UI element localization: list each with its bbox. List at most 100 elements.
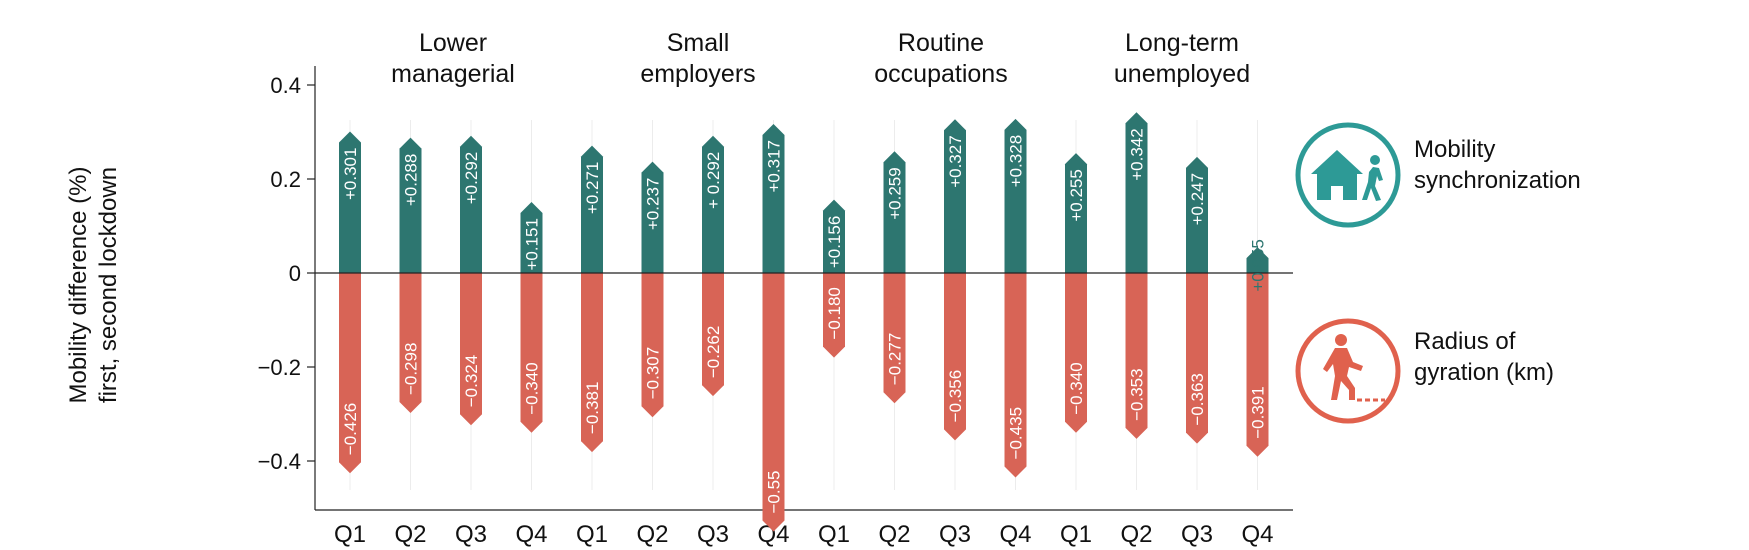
bar-mobility-synchronization [1065,153,1087,273]
data-label-radius-of-gyration: −0.426 [341,403,360,455]
bar-mobility-synchronization [1004,118,1027,273]
bar-mobility-synchronization [944,119,966,273]
bar-mobility-synchronization [520,202,543,273]
bar-radius-of-gyration [883,273,906,404]
bar-mobility-synchronization [702,135,724,273]
y-tick-label: 0 [289,261,301,286]
data-label-radius-of-gyration: −0.262 [704,326,723,378]
x-tick-label: Q3 [939,521,971,548]
data-label-mobility-synchronization: +0.328 [1007,135,1026,187]
data-label-radius-of-gyration: −0.356 [946,370,965,422]
legend-label-mobility-synchronization: Mobility synchronization [1414,134,1581,196]
bar-radius-of-gyration [702,273,724,397]
data-label-mobility-synchronization: +0.271 [583,162,602,214]
x-tick-label: Q1 [1060,521,1092,548]
bar-mobility-synchronization [762,124,785,273]
legend-label-line: Radius of [1414,328,1516,355]
data-label-radius-of-gyration: −0.277 [886,333,905,385]
legend-label-radius-of-gyration: Radius of gyration (km) [1414,326,1554,388]
person-walking-radius-icon [1295,318,1401,424]
bar-radius-of-gyration [944,273,966,441]
data-label-radius-of-gyration: −0.307 [644,347,663,399]
data-label-mobility-synchronization: +0.237 [644,178,663,230]
y-tick-label: −0.2 [258,355,301,380]
x-tick-label: Q3 [1181,521,1213,548]
group-title-long-term-unemployed: Long-term unemployed [1082,28,1282,90]
y-axis-label-line-1: Mobility difference (%) [65,166,92,404]
x-tick-label: Q3 [697,521,729,548]
data-label-radius-of-gyration: −0.298 [402,343,421,395]
data-label-mobility-synchronization: +0.259 [886,167,905,219]
data-label-radius-of-gyration: −0.340 [1067,362,1086,414]
group-title-line: managerial [391,60,515,88]
y-tick-label: 0.4 [270,73,301,98]
x-tick-label: Q3 [455,521,487,548]
data-label-mobility-synchronization: +0.055 [1249,239,1268,291]
data-label-mobility-synchronization: +0.301 [341,148,360,200]
data-label-radius-of-gyration: −0.353 [1128,368,1147,420]
data-label-mobility-synchronization: +0.292 [462,152,481,204]
bar-radius-of-gyration [399,273,422,414]
group-title-line: Long-term [1125,29,1239,57]
y-axis-label-line-2: first, second lockdown [95,166,122,404]
data-label-mobility-synchronization: +0.327 [946,135,965,187]
bar-mobility-synchronization [823,199,845,273]
bar-mobility-synchronization [339,131,361,273]
x-tick-label: Q2 [1120,521,1152,548]
bar-radius-of-gyration [339,273,361,474]
x-tick-label: Q2 [636,521,668,548]
y-tick-label: −0.4 [258,449,301,474]
group-title-line: unemployed [1113,60,1251,88]
x-tick-label: Q2 [878,521,910,548]
x-tick-label: Q4 [999,521,1031,548]
bar-mobility-synchronization [641,161,664,273]
data-label-radius-of-gyration: −0.435 [1007,407,1026,459]
bar-mobility-synchronization [883,151,906,273]
x-tick-label: Q4 [1241,521,1273,548]
x-tick-label: Q2 [394,521,426,548]
y-tick-label: 0.2 [270,167,301,192]
data-label-radius-of-gyration: −0.340 [523,362,542,414]
x-tick-label: Q4 [515,521,547,548]
bar-mobility-synchronization [1125,112,1148,273]
data-label-mobility-synchronization: +0.317 [765,140,784,192]
bar-mobility-synchronization [1186,156,1208,273]
legend-label-line: Mobility [1414,136,1496,163]
bar-radius-of-gyration [1004,273,1027,478]
data-label-mobility-synchronization: +0.247 [1188,173,1207,225]
bar-mobility-synchronization [399,137,422,273]
data-label-radius-of-gyration: −0.180 [825,287,844,339]
legend-label-line: gyration (km) [1414,359,1555,386]
group-title-line: Routine [897,29,985,57]
bar-radius-of-gyration [1246,273,1269,457]
group-title-small-employers: Small employers [598,28,798,90]
group-title-line: employers [640,60,756,88]
data-label-radius-of-gyration: −0.381 [583,382,602,434]
group-title-routine-occupations: Routine occupations [841,28,1041,90]
group-title-lower-managerial: Lower managerial [353,28,553,90]
group-title-line: occupations [874,60,1008,88]
house-person-walking-icon [1295,122,1401,228]
data-label-radius-of-gyration: −0.55 [765,470,784,513]
data-label-mobility-synchronization: +0.156 [825,216,844,268]
bar-radius-of-gyration [520,273,543,433]
data-label-radius-of-gyration: −0.363 [1188,373,1207,425]
bar-radius-of-gyration [581,273,603,453]
bar-radius-of-gyration [1065,273,1087,433]
bar-mobility-synchronization [460,135,482,273]
data-label-mobility-synchronization: +0.342 [1128,128,1147,180]
y-axis-label: Mobility difference (%) first, second lo… [64,135,124,435]
group-title-line: Small [666,29,730,57]
group-title-line: Lower [418,29,488,57]
bar-radius-of-gyration [1186,273,1208,444]
bar-radius-of-gyration [762,273,785,532]
x-tick-label: Q1 [818,521,850,548]
data-label-mobility-synchronization: +0.151 [523,218,542,270]
bar-mobility-synchronization [1246,247,1269,273]
bar-radius-of-gyration [1125,273,1148,439]
x-tick-label: Q1 [334,521,366,548]
data-label-mobility-synchronization: +0.255 [1067,169,1086,221]
data-label-radius-of-gyration: −0.391 [1249,386,1268,438]
